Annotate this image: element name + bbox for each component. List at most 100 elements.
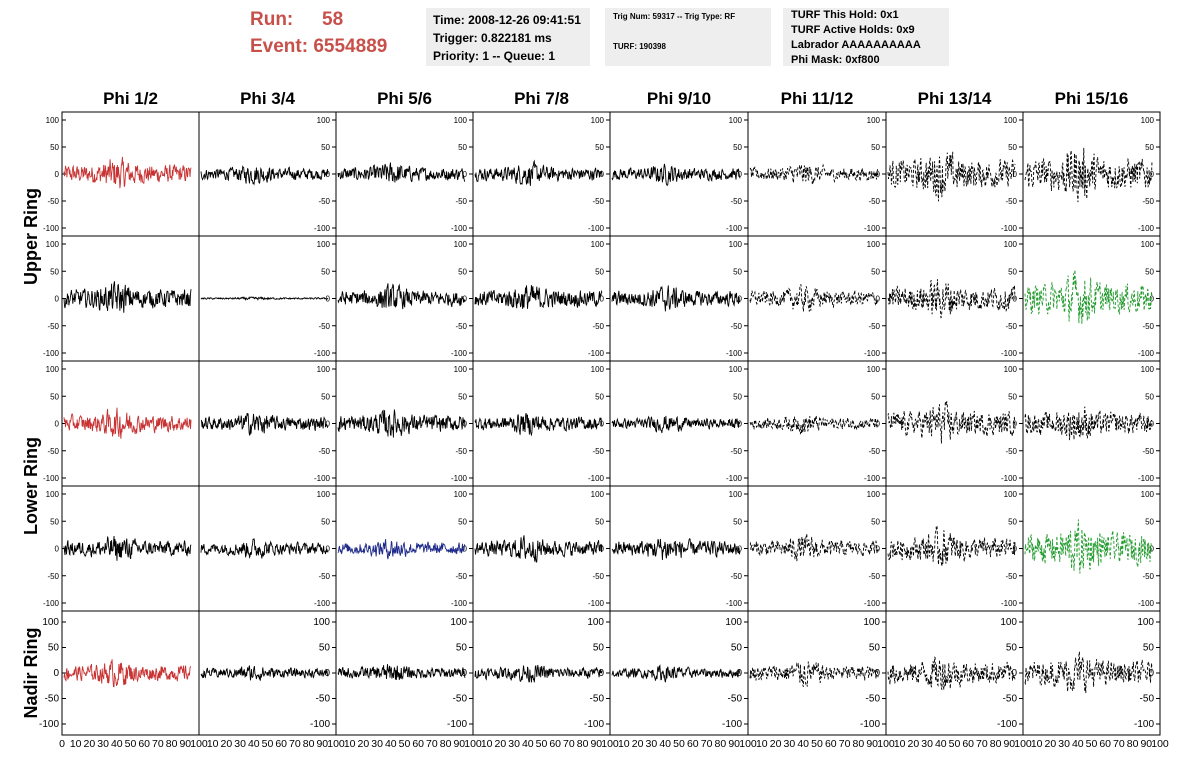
y-tick-label: 100 xyxy=(1004,365,1018,374)
y-tick-label: -100 xyxy=(1001,474,1018,483)
x-tick-label: 60 xyxy=(275,738,287,750)
row-label: Lower Ring xyxy=(21,437,41,535)
waveform-trace xyxy=(474,664,603,683)
y-tick-label: -100 xyxy=(860,719,880,730)
time-text: Time: 2008-12-26 09:41:51 xyxy=(433,13,581,27)
x-tick-label: 80 xyxy=(853,738,865,750)
y-tick-label: -50 xyxy=(1142,572,1154,581)
y-tick-label: 100 xyxy=(1004,240,1018,249)
waveform-trace xyxy=(474,159,603,186)
y-tick-label: 50 xyxy=(733,392,742,401)
x-tick-label: 40 xyxy=(1072,738,1084,750)
y-tick-label: -100 xyxy=(43,599,60,608)
y-tick-label: 50 xyxy=(50,392,59,401)
x-tick-label: 10 xyxy=(1031,738,1043,750)
y-tick-label: -50 xyxy=(453,694,468,705)
waveform-trace xyxy=(337,409,466,438)
y-tick-label: -100 xyxy=(588,599,605,608)
x-tick-label: 80 xyxy=(303,738,315,750)
turf-hold-text: TURF This Hold: 0x1 xyxy=(791,9,899,21)
waveform-trace xyxy=(611,415,741,434)
waveform-trace xyxy=(63,659,192,688)
y-tick-label: -50 xyxy=(730,197,742,206)
y-tick-label: 0 xyxy=(1148,668,1154,679)
y-tick-label: 100 xyxy=(729,116,743,125)
turf-text: TURF: 190398 xyxy=(613,42,666,51)
x-tick-label: 100 xyxy=(739,738,757,750)
x-tick-label: 30 xyxy=(921,738,933,750)
y-tick-label: -100 xyxy=(726,599,743,608)
y-tick-label: -100 xyxy=(314,599,331,608)
x-tick-label: 40 xyxy=(111,738,123,750)
y-tick-label: 0 xyxy=(738,170,743,179)
run-line: Run: 58 xyxy=(250,6,415,33)
y-tick-label: 100 xyxy=(454,116,468,125)
y-tick-label: -50 xyxy=(1142,322,1154,331)
y-tick-label: -50 xyxy=(455,322,467,331)
waveform-trace xyxy=(887,525,1016,567)
waveform-trace xyxy=(611,285,741,312)
y-tick-label: -100 xyxy=(1138,474,1155,483)
y-tick-label: 100 xyxy=(1137,617,1154,628)
x-tick-label: 40 xyxy=(797,738,809,750)
y-tick-label: -100 xyxy=(588,349,605,358)
y-tick-label: 50 xyxy=(871,392,880,401)
y-tick-label: -100 xyxy=(43,224,60,233)
y-tick-label: 50 xyxy=(595,392,604,401)
waveform-trace xyxy=(887,151,1016,202)
y-tick-label: 100 xyxy=(867,116,881,125)
y-tick-label: 100 xyxy=(591,365,605,374)
x-tick-label: 80 xyxy=(715,738,727,750)
y-tick-label: -100 xyxy=(726,474,743,483)
waveform-trace xyxy=(63,535,192,561)
y-tick-label: -50 xyxy=(47,572,59,581)
y-tick-label: -100 xyxy=(39,719,59,730)
waveform-trace xyxy=(200,165,329,186)
y-tick-label: 100 xyxy=(587,617,604,628)
turf-info-box: TURF This Hold: 0x1 TURF Active Holds: 0… xyxy=(783,8,949,66)
x-tick-label: 50 xyxy=(949,738,961,750)
y-tick-label: -100 xyxy=(314,224,331,233)
x-tick-label: 70 xyxy=(289,738,301,750)
waveform-trace xyxy=(749,661,879,687)
event-label: Event: xyxy=(250,36,309,57)
x-tick-label: 20 xyxy=(908,738,920,750)
y-tick-label: -100 xyxy=(1134,719,1154,730)
x-tick-label: 70 xyxy=(563,738,575,750)
y-tick-label: 100 xyxy=(867,490,881,499)
y-tick-label: -50 xyxy=(1142,197,1154,206)
x-tick-label: 60 xyxy=(687,738,699,750)
y-tick-label: -100 xyxy=(43,349,60,358)
x-tick-label: 90 xyxy=(453,738,465,750)
y-tick-label: 100 xyxy=(729,490,743,499)
y-tick-label: 50 xyxy=(1145,392,1154,401)
y-tick-label: 50 xyxy=(458,143,467,152)
y-tick-label: 100 xyxy=(454,490,468,499)
x-tick-label: 10 xyxy=(70,738,82,750)
y-tick-label: 100 xyxy=(454,240,468,249)
run-label: Run: xyxy=(250,9,294,30)
y-tick-label: -50 xyxy=(318,572,330,581)
y-tick-label: -100 xyxy=(1001,224,1018,233)
y-tick-label: 0 xyxy=(326,545,331,554)
x-tick-label: 50 xyxy=(399,738,411,750)
waveform-trace xyxy=(887,400,1016,444)
waveform-trace xyxy=(887,279,1016,319)
y-tick-label: 100 xyxy=(863,617,880,628)
y-tick-label: 100 xyxy=(729,240,743,249)
y-tick-label: -50 xyxy=(1003,694,1018,705)
x-tick-label: 60 xyxy=(138,738,150,750)
y-tick-label: -50 xyxy=(592,447,604,456)
y-tick-label: 50 xyxy=(731,643,743,654)
y-tick-label: -100 xyxy=(1138,599,1155,608)
y-tick-label: -100 xyxy=(997,719,1017,730)
y-tick-label: 0 xyxy=(1150,545,1155,554)
x-tick-label: 90 xyxy=(866,738,878,750)
y-tick-label: 100 xyxy=(46,490,60,499)
column-header: Phi 11/12 xyxy=(781,89,854,108)
x-tick-label: 40 xyxy=(935,738,947,750)
y-tick-label: -50 xyxy=(1140,694,1155,705)
x-tick-label: 90 xyxy=(728,738,740,750)
panel-frame xyxy=(472,610,611,736)
